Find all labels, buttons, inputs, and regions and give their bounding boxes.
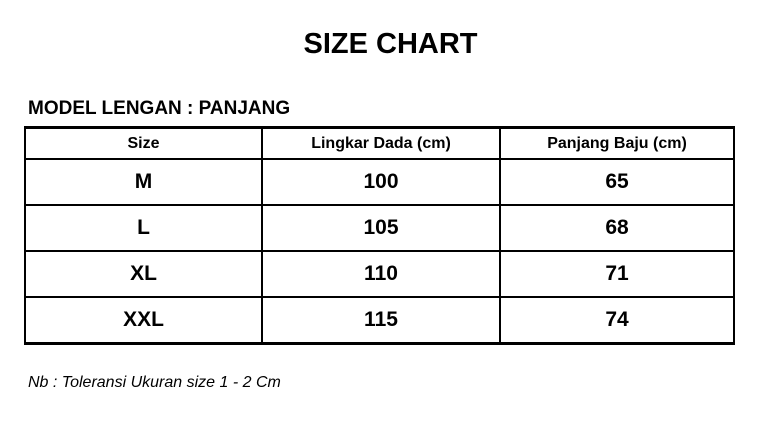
cell-size: XL	[24, 250, 263, 298]
cell-length: 65	[499, 158, 735, 206]
table-row: L 105 68	[24, 204, 735, 252]
cell-size: M	[24, 158, 263, 206]
header-size: Size	[24, 126, 263, 160]
table-header-row: Size Lingkar Dada (cm) Panjang Baju (cm)	[24, 126, 735, 160]
page-title: SIZE CHART	[303, 28, 478, 60]
cell-chest: 115	[261, 296, 501, 345]
cell-chest: 100	[261, 158, 501, 206]
header-chest: Lingkar Dada (cm)	[261, 126, 501, 160]
size-table: Size Lingkar Dada (cm) Panjang Baju (cm)…	[24, 126, 735, 345]
table-row: XXL 115 74	[24, 296, 735, 345]
sleeve-model-label: MODEL LENGAN : PANJANG	[28, 98, 291, 119]
cell-size: XXL	[24, 296, 263, 345]
table-row: M 100 65	[24, 158, 735, 206]
cell-length: 68	[499, 204, 735, 252]
cell-size: L	[24, 204, 263, 252]
cell-length: 74	[499, 296, 735, 345]
cell-chest: 110	[261, 250, 501, 298]
table-row: XL 110 71	[24, 250, 735, 298]
cell-chest: 105	[261, 204, 501, 252]
cell-length: 71	[499, 250, 735, 298]
header-length: Panjang Baju (cm)	[499, 126, 735, 160]
tolerance-note: Nb : Toleransi Ukuran size 1 - 2 Cm	[28, 374, 281, 391]
